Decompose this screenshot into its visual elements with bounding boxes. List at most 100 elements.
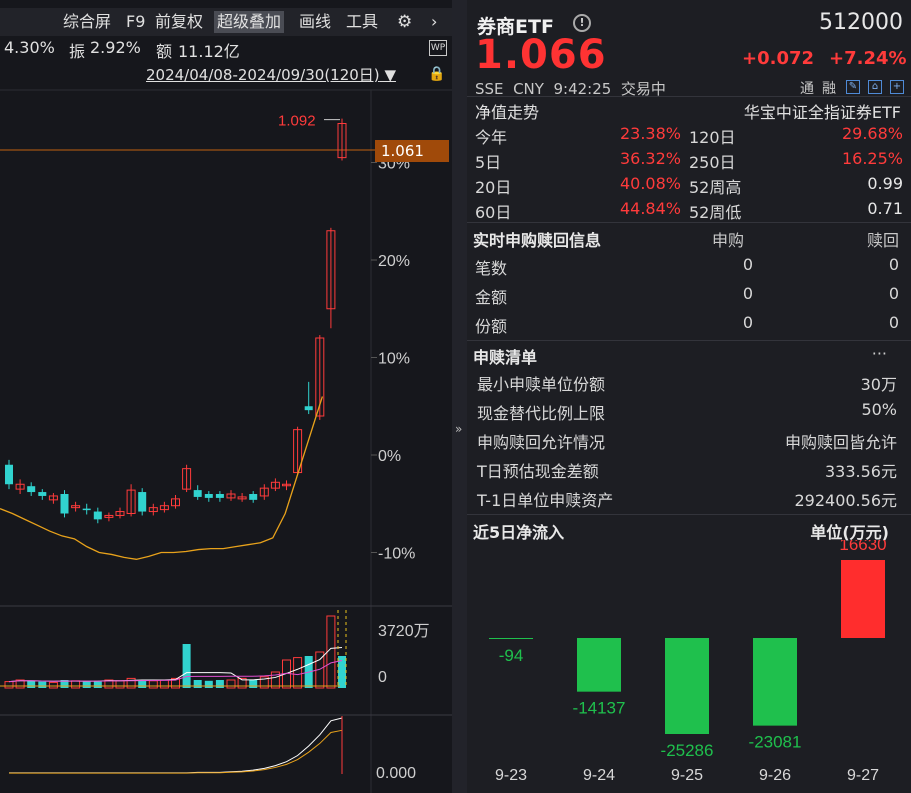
volume-bar-up [71,680,81,689]
candle-body-up [148,507,158,513]
col-buy: 申购 [712,231,745,250]
redemption-row: 份额 0 0 [475,313,903,339]
trading-status: 交易中 [620,80,666,98]
nav-row: 今年 23.38% 120日 29.68% [475,124,903,148]
toolbar-forward-adjust[interactable]: 前复权 [155,12,204,31]
nav-label: 250日 [689,153,736,172]
volume-bar-down [215,680,224,688]
index-name[interactable]: 华宝中证全指证券ETF [743,103,901,122]
list-item: 现金替代比例上限 50% [477,400,897,426]
expand-arrow-icon[interactable]: » [455,422,463,436]
volume-axis-top-label: 3720万 [378,623,430,640]
list-value: 50% [861,400,897,419]
nav-label: 60日 [475,203,512,222]
candle-body-up [315,337,325,417]
kline-candles [5,118,347,524]
nav-value: 44.84% [619,199,681,218]
indicator-line-1 [9,717,343,774]
max-price-label: 1.092 [278,113,316,130]
col-sell: 赎回 [866,231,899,250]
nav-title[interactable]: 净值走势 [475,103,540,122]
indicator-lines [9,716,343,774]
inflow-value-label: -25286 [661,741,714,760]
sell-value: 0 [888,313,899,332]
candle-body-up [337,123,347,159]
nav-label: 20日 [475,178,512,197]
candle-body-up [71,505,81,509]
candle-body-up [259,487,269,497]
nav-row: 60日 44.84% 52周低 0.71 [475,199,903,223]
volume-bar-up [293,657,303,689]
chart-toolbar: 综合屏 F9 前复权 超级叠加 画线 工具 ⚙ › [0,8,452,36]
list-item: T日预估现金差额 333.56元 [477,458,897,484]
ma-line [0,396,324,560]
volume-bar-up [326,615,336,689]
wp-icon[interactable]: WP [429,40,447,56]
candle-body-up [15,483,25,490]
chevron-right-icon[interactable]: › [431,12,438,31]
candle-body-up [115,511,125,516]
nav-label: 52周高 [689,178,742,197]
list-label: 最小申赎单位份额 [477,375,606,394]
edit-icon[interactable]: ✎ [846,80,860,94]
candle-body-up [270,481,280,489]
candle-body-up [159,505,169,511]
buy-value: 0 [742,313,753,332]
date-range-selector[interactable]: 2024/04/08-2024/09/30(120日) ▼ [146,64,396,85]
candle-body-up [171,498,180,507]
candle-body-down [193,490,202,497]
candle-body-down [38,492,47,496]
volume-bar-up [259,676,269,689]
volume-bar-down [182,644,191,688]
bell-icon[interactable]: ⌂ [868,80,882,94]
candle-body-up [48,495,58,501]
divider [467,222,911,223]
list-item: 申购赎回允许情况 申购赎回皆允许 [477,429,897,455]
toolbar-draw-line[interactable]: 画线 [299,12,332,31]
info-icon[interactable]: ! [573,14,591,32]
current-price-tag: 1.061 [375,140,449,162]
lock-icon[interactable]: 🔒 [428,66,446,82]
volume-bar-up [270,671,280,689]
sell-value: 0 [888,255,899,274]
row-label: 笔数 [475,259,508,278]
list-label: T-1日单位申赎资产 [477,491,614,510]
divider [467,340,911,341]
volume-bar-up [237,677,247,689]
inflow-bar [489,638,533,639]
net-inflow-chart: -94 9-23 -14137 9-24 -25286 9-25 -23081 9-26 166… [489,540,887,784]
candle-body-down [93,511,102,520]
candle-body-up [182,468,192,490]
toolbar-composite-screen[interactable]: 综合屏 [63,12,112,31]
inflow-date-label: 9-27 [847,767,879,784]
last-price: 1.066 [475,32,607,78]
candle-body-down [82,508,91,511]
redemption-row: 笔数 0 0 [475,255,903,281]
quote-panel: 券商ETF ! 512000 1.066 +0.072 +7.24% SSE C… [467,0,911,793]
nav-label: 今年 [475,128,508,147]
panel-splitter[interactable]: » [452,0,467,793]
volume-bar-down [93,680,102,688]
volume-bar-down [82,681,91,688]
pct-axis-label: -10% [378,546,415,563]
settings-gear-icon[interactable]: ⚙ [397,12,413,32]
amplitude-label: 振 [69,42,86,61]
volume-bar-down [138,680,147,688]
kline-panel: 综合屏 F9 前复权 超级叠加 画线 工具 ⚙ › 4.30% 振 2.92% … [0,0,452,793]
volume-bar-down [338,656,346,688]
toolbar-super-overlay[interactable]: 超级叠加 [214,11,285,33]
pct-axis-label: 20% [378,253,410,270]
volume-bar-up [159,679,169,689]
candle-body-up [237,496,247,500]
nav-value: 40.08% [619,174,681,193]
candle-body-down [5,464,13,485]
candle-body-up [226,493,236,499]
inflow-date-label: 9-25 [671,767,703,784]
more-icon[interactable]: ··· [871,344,887,363]
list-value: 333.56元 [825,462,897,481]
nav-row: 20日 40.08% 52周高 0.99 [475,174,903,198]
toolbar-f9[interactable]: F9 [126,12,146,31]
add-icon[interactable]: + [890,80,904,94]
toolbar-tools[interactable]: 工具 [346,12,379,31]
